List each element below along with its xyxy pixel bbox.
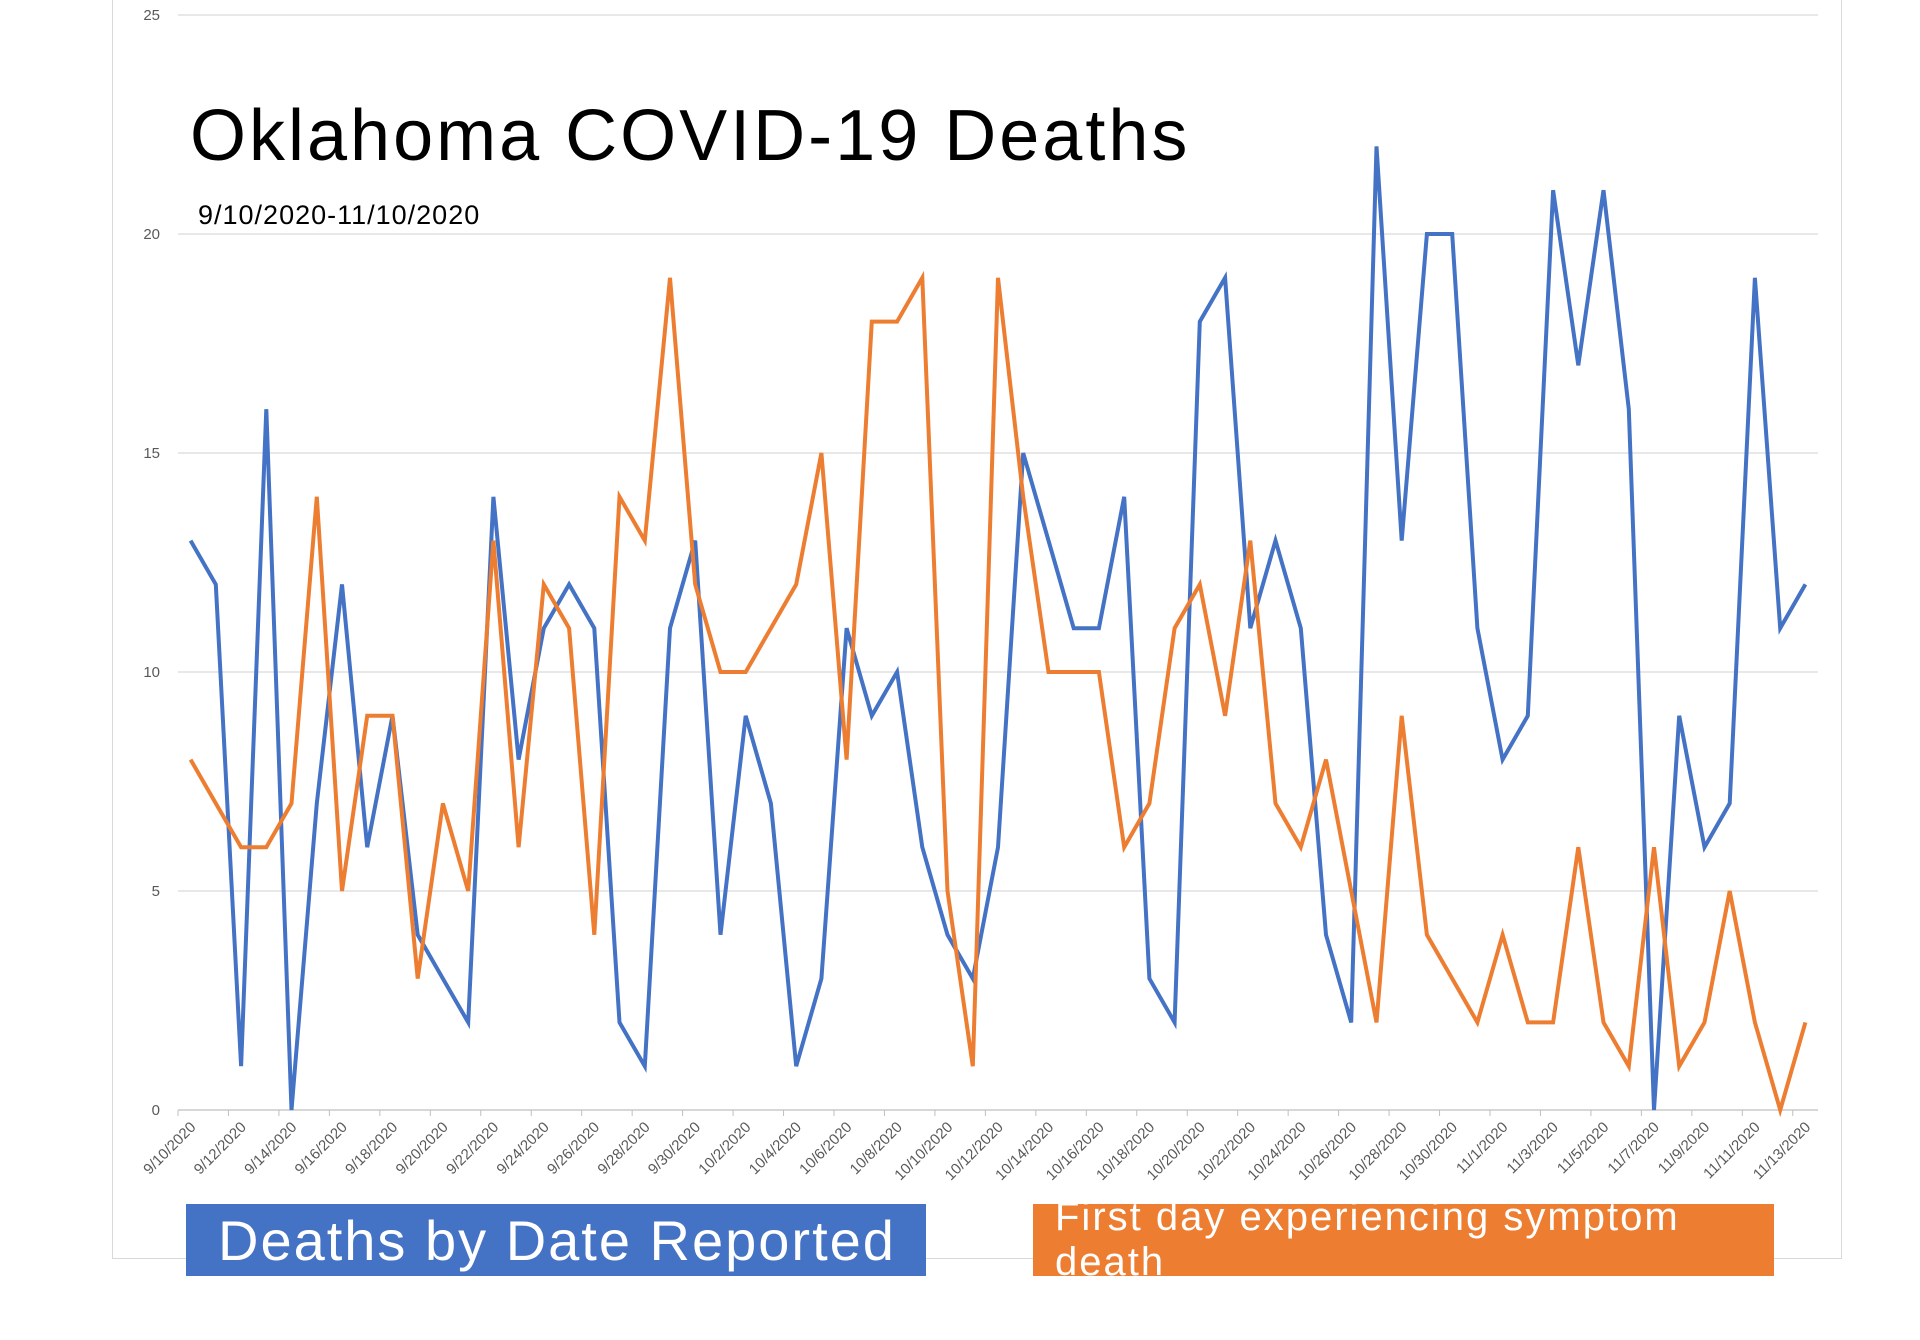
x-tick-label: 9/26/2020	[544, 1119, 603, 1178]
y-tick-label: 20	[143, 226, 160, 243]
y-tick-label: 25	[143, 7, 160, 24]
x-tick-label: 9/12/2020	[191, 1119, 250, 1178]
x-tick-label: 11/5/2020	[1554, 1119, 1612, 1177]
legend-first-day-symptom-death: First day experiencing symptom death	[1033, 1195, 1774, 1284]
y-tick-label: 0	[152, 1102, 160, 1119]
chart-frame	[112, 0, 1842, 1259]
x-tick-label: 9/18/2020	[342, 1119, 401, 1178]
legend-deaths-by-date-reported: Deaths by Date Reported	[186, 1204, 926, 1276]
x-tick-label: 9/14/2020	[241, 1119, 300, 1178]
series-line-2	[188, 270, 1808, 1118]
x-tick-label: 9/20/2020	[393, 1119, 452, 1178]
x-tick-label: 11/7/2020	[1604, 1119, 1662, 1177]
x-tick-label: 11/3/2020	[1503, 1119, 1561, 1177]
x-tick-label: 10/2/2020	[695, 1119, 754, 1178]
y-tick-label: 15	[143, 445, 160, 462]
x-tick-label: 11/1/2020	[1453, 1119, 1511, 1177]
x-tick-label: 9/24/2020	[493, 1119, 552, 1178]
x-tick-label: 9/22/2020	[443, 1119, 502, 1178]
x-tick-label: 9/30/2020	[645, 1119, 704, 1178]
x-tick-label: 10/4/2020	[746, 1119, 805, 1178]
x-tick-label: 9/16/2020	[292, 1119, 351, 1178]
x-tick-label: 9/10/2020	[140, 1119, 199, 1178]
x-tick-label: 10/6/2020	[796, 1119, 855, 1178]
y-tick-label: 5	[152, 883, 160, 900]
x-tick-label: 9/28/2020	[594, 1119, 653, 1178]
chart-title: Oklahoma COVID-19 Deaths	[190, 96, 1191, 176]
chart-subtitle: 9/10/2020-11/10/2020	[198, 200, 481, 230]
y-tick-label: 10	[143, 664, 160, 681]
